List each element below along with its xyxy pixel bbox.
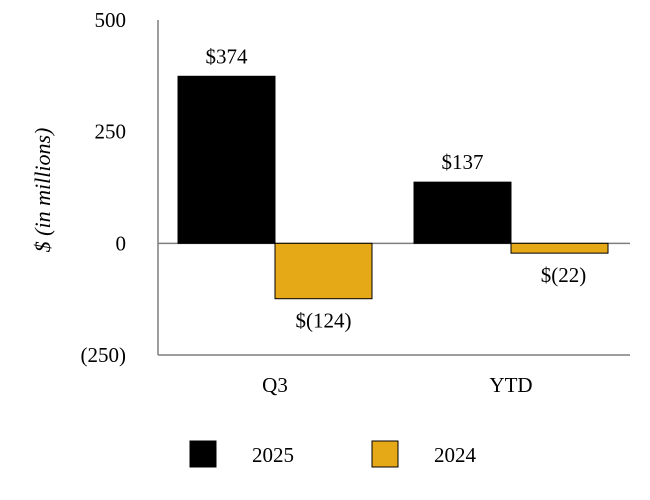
y-axis-title: $ (in millions) [30, 128, 55, 253]
x-tick-label: YTD [489, 373, 532, 397]
y-tick-label: 500 [95, 8, 127, 32]
x-tick-label: Q3 [262, 373, 288, 397]
bar-2025-Q3 [177, 75, 276, 244]
y-tick-label: 250 [95, 120, 127, 144]
legend-label: 2024 [434, 443, 477, 467]
data-label: $374 [206, 44, 249, 68]
y-tick-label: 0 [116, 231, 127, 255]
bar-2024-Q3 [274, 242, 373, 300]
legend-label: 2025 [252, 443, 294, 467]
bar-2025-YTD [413, 181, 512, 244]
data-label: $137 [442, 150, 484, 174]
data-label: $(124) [296, 309, 352, 333]
chart-labels: $374 $(124) Q3 $137 $(22) YTD [206, 44, 587, 397]
chart-axes: 500 250 0 (250) [81, 8, 630, 367]
data-label: $(22) [541, 263, 587, 287]
bar-2024-YTD [510, 242, 609, 254]
chart-legend: 2025 2024 [189, 440, 477, 468]
legend-swatch-2024 [371, 440, 399, 468]
chart-bars [177, 75, 609, 300]
y-tick-label: (250) [81, 343, 127, 367]
legend-swatch-2025 [189, 440, 217, 468]
